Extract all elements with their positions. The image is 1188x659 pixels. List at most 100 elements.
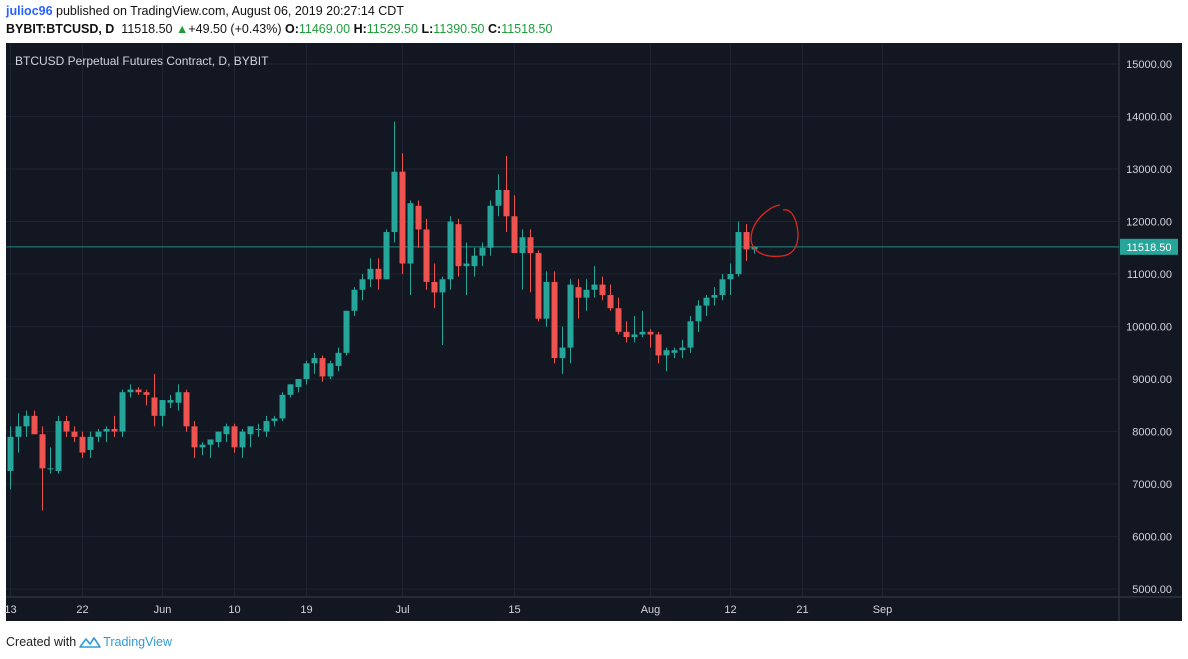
candle-body [95,431,102,437]
candle [151,373,158,427]
x-tick-label: Jun [154,604,172,616]
candle-body [159,400,166,416]
candle-body [103,428,110,432]
last-price: 11518.50 [121,22,173,36]
candle [303,360,310,385]
candle [63,415,70,437]
candle-body [591,284,598,290]
candle-body [175,392,182,403]
candle-body [239,431,246,448]
candle-body [111,428,118,432]
candle-body [367,268,374,280]
candle [447,216,454,290]
grid-lines [6,43,1119,597]
candle [335,347,342,372]
candle-body [383,232,390,280]
candle [255,423,262,437]
x-tick-label: 15 [508,604,520,616]
candle-body [143,392,150,395]
candle [391,121,398,243]
candle-body [655,334,662,356]
candle [263,415,270,437]
candle [103,426,110,443]
author-username[interactable]: julioc96 [6,4,53,18]
candle [543,271,550,327]
tradingview-brand-link[interactable]: TradingView [103,635,172,649]
candle-body [479,247,486,256]
candle-body [631,334,638,338]
candle-body [695,305,702,322]
candle [39,426,46,511]
candle-body [511,216,518,254]
candle [695,300,702,332]
candle [175,384,182,411]
candle-body [543,281,550,319]
candle-body [663,350,670,356]
candle-body [415,205,422,230]
candle-body [311,358,318,364]
candle-body [167,400,174,403]
candle [383,229,390,280]
candle-body [359,279,366,290]
low-label: L: [421,22,434,36]
created-with-text: Created with [6,635,77,649]
up-triangle-icon: ▲ [176,22,189,36]
candle [215,431,222,448]
candle [551,271,558,364]
candle-body [55,421,62,471]
y-tick-label: 15000.00 [1126,59,1172,71]
candle [639,310,646,338]
candle-body [439,279,446,293]
candle [535,250,542,322]
candle-body [551,281,558,359]
circle-annotation [750,204,799,258]
candle [351,287,358,317]
candle-body [567,284,574,348]
candle [375,258,382,290]
candle-body [623,331,630,338]
candle [55,415,62,474]
chart-background [6,43,1182,621]
candle [743,224,750,261]
candle-body [503,190,510,217]
published-text: published on TradingView.com, August 06,… [56,4,404,18]
candle-body [207,439,214,445]
candle [671,347,678,359]
candle-body [63,421,70,432]
candle [503,155,510,233]
candle [583,279,590,311]
tradingview-logo-icon [79,637,101,648]
candle-body [335,352,342,366]
candle-body [87,436,94,450]
y-tick-label: 13000.00 [1126,164,1172,176]
candle [615,297,622,335]
x-tick-label: 19 [300,604,312,616]
price-axis[interactable]: 15000.00 14000.00 13000.00 12000.00 11000.00… [1126,59,1172,596]
candle [135,386,142,395]
candle-body [79,436,86,453]
candle [319,355,326,382]
price-change: +49.50 (+0.43%) [188,22,282,36]
candle [511,195,518,254]
candle [127,384,134,398]
candle-body [703,297,710,306]
candle-body [231,426,238,448]
candle-body [607,295,614,309]
candle-body [639,331,646,335]
candle-body [31,415,38,435]
candle-body [71,431,78,437]
candle [159,400,166,427]
candle-body [471,255,478,267]
candle [247,426,254,448]
x-tick-label: 10 [228,604,240,616]
candle-body [455,224,462,267]
candle [519,229,526,290]
candle [719,274,726,301]
candle-body [255,428,262,430]
y-tick-label: 11000.00 [1127,269,1172,281]
candle [399,153,406,275]
time-axis[interactable]: 13 22 Jun 10 19 Jul 15 Aug 12 21 Sep [4,604,892,616]
symbol-label: BYBIT:BTCUSD, D [6,22,115,36]
candle-body [15,426,22,437]
